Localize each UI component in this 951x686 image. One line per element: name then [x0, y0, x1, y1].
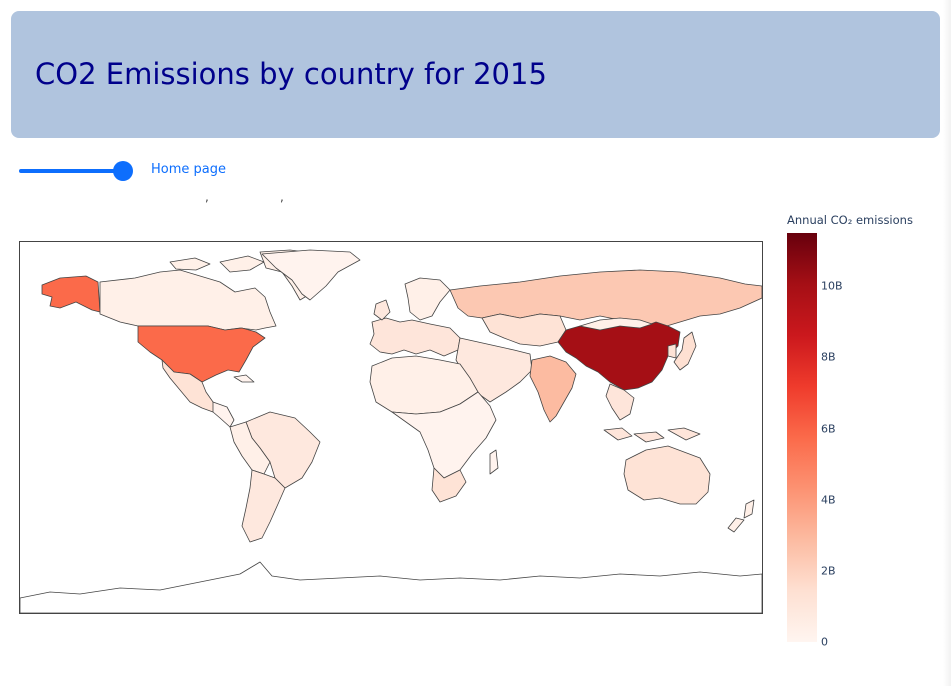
world-map-svg[interactable]	[20, 242, 762, 613]
country-andes-region[interactable]	[229, 421, 271, 475]
country-central-asia[interactable]	[481, 313, 567, 347]
page-header: CO2 Emissions by country for 2015	[11, 11, 940, 138]
country-argentina-chile[interactable]	[241, 469, 286, 543]
country-united-states[interactable]	[137, 325, 266, 383]
country-europe-west[interactable]	[369, 317, 461, 357]
colorbar	[787, 233, 817, 642]
country-south-africa[interactable]	[431, 467, 467, 503]
country-central-america[interactable]	[212, 374, 255, 428]
colorbar-tick-label: 0	[821, 635, 828, 649]
choropleth-map[interactable]	[19, 241, 763, 614]
scrollbar-edge	[943, 0, 951, 686]
colorbar-tick-label: 8B	[821, 350, 836, 364]
country-korea[interactable]	[667, 343, 677, 359]
country-india[interactable]	[529, 355, 577, 423]
country-scandinavia[interactable]	[404, 277, 451, 321]
country-indonesia[interactable]	[603, 427, 701, 443]
year-slider[interactable]	[19, 160, 135, 182]
country-greenland[interactable]	[261, 249, 361, 301]
country-antarctica[interactable]	[20, 561, 762, 613]
colorbar-tick-label: 6B	[821, 422, 836, 436]
country-madagascar[interactable]	[489, 449, 499, 475]
colorbar-tick-label: 10B	[821, 279, 843, 293]
slider-track[interactable]	[19, 169, 123, 173]
country-canada[interactable]	[99, 269, 277, 331]
country-mongolia[interactable]	[579, 317, 653, 331]
country-uk[interactable]	[373, 299, 391, 321]
colorbar-title: Annual CO₂ emissions	[787, 213, 913, 227]
country-central-africa[interactable]	[391, 391, 497, 479]
colorbar-tick-label: 2B	[821, 564, 836, 578]
country-new-zealand[interactable]	[727, 499, 755, 533]
page-title: CO2 Emissions by country for 2015	[35, 57, 547, 91]
country-southeast-asia[interactable]	[605, 383, 635, 421]
country-alaska[interactable]	[41, 275, 101, 313]
home-page-link[interactable]: Home page	[151, 162, 226, 177]
slider-handle[interactable]	[112, 161, 133, 181]
country-japan[interactable]	[673, 331, 697, 371]
country-china[interactable]	[557, 321, 681, 391]
clipped-text-fragment: , ,	[205, 196, 284, 204]
colorbar-tick-label: 4B	[821, 493, 836, 507]
country-australia[interactable]	[623, 445, 711, 505]
